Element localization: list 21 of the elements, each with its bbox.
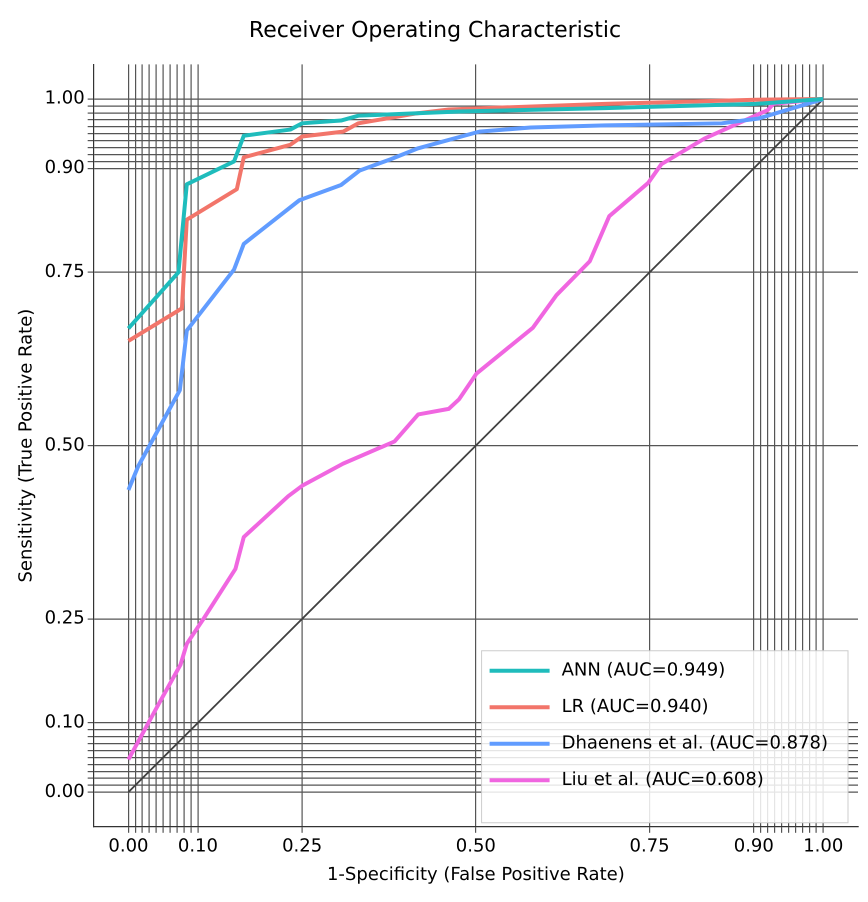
legend-label: Liu et al. (AUC=0.608) (562, 768, 764, 790)
x-tick-label: 0.75 (630, 835, 670, 856)
legend-label: ANN (AUC=0.949) (562, 659, 726, 680)
y-tick-label: 0.50 (44, 434, 85, 456)
y-tick-label: 1.00 (44, 88, 85, 109)
x-axis-title: 1-Specificity (False Positive Rate) (326, 864, 625, 885)
x-tick-label: 0.10 (178, 835, 218, 856)
y-tick-label: 0.25 (44, 608, 85, 629)
x-tick-label: 0.00 (108, 835, 148, 856)
legend-label: Dhaenens et al. (AUC=0.878) (562, 732, 828, 754)
y-axis-title: Sensitivity (True Positive Rate) (15, 308, 36, 583)
y-tick-label: 0.90 (44, 157, 85, 178)
chart-title: Receiver Operating Characteristic (248, 18, 622, 43)
x-tick-label: 0.25 (282, 835, 322, 856)
x-tick-label: 1.00 (803, 835, 844, 856)
y-tick-label: 0.00 (44, 780, 85, 802)
legend-label: LR (AUC=0.940) (562, 696, 709, 717)
x-tick-label: 0.50 (456, 835, 496, 856)
y-tick-label: 0.10 (44, 712, 85, 733)
y-tick-label: 0.75 (44, 261, 85, 282)
x-tick-label: 0.90 (734, 835, 774, 856)
